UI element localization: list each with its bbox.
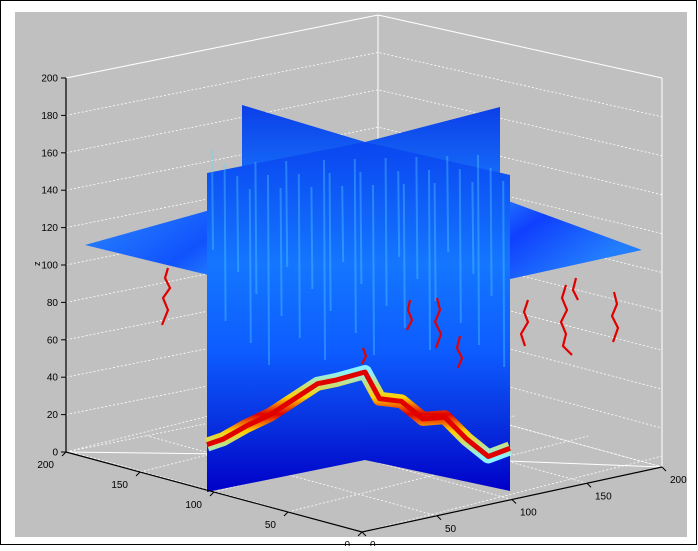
z-tick-label: 120 (41, 223, 58, 234)
z-gridline (65, 126, 663, 196)
x-tick-label: 100 (520, 508, 537, 519)
x-tick-mark (361, 531, 367, 537)
streak (267, 174, 270, 366)
z-tick-label: 200 (41, 74, 58, 85)
streak (297, 173, 301, 339)
streak (341, 185, 345, 263)
streak (323, 159, 326, 361)
y-tick-label: 150 (111, 480, 128, 491)
slice-front-left (207, 142, 365, 492)
z-tick-label: 60 (47, 335, 59, 346)
z-tick-label: 100 (41, 261, 58, 272)
z-tick-label: 40 (47, 373, 59, 384)
z-axis: 0 20 40 60 80 100 120 140 160 180 200 (41, 74, 66, 459)
red-trace (160, 267, 172, 326)
streak (428, 169, 431, 351)
streak (477, 154, 480, 346)
z-axis-label: z (32, 261, 42, 266)
red-trace (361, 347, 368, 365)
streak (279, 187, 283, 317)
y-tick-mark (283, 511, 289, 517)
z-tick-label: 180 (41, 111, 58, 122)
streak (397, 170, 401, 258)
y-tick-mark (135, 471, 141, 477)
z-gridline (65, 89, 663, 157)
x-tick-mark (436, 515, 442, 521)
streak (384, 157, 388, 307)
z-tick-label: 80 (47, 298, 59, 309)
y-tick-label: 100 (185, 500, 202, 511)
streak (254, 161, 258, 295)
z-gridline (65, 164, 663, 234)
z-gridline (65, 51, 663, 118)
streak (415, 156, 419, 280)
red-traces (160, 267, 620, 369)
red-trace (433, 297, 443, 349)
x-tick-mark (511, 499, 517, 504)
streak (353, 158, 357, 334)
streak (310, 186, 314, 290)
x-tick-label: 200 (670, 475, 687, 486)
red-trace (571, 277, 579, 301)
red-trace (519, 299, 530, 347)
streak (433, 182, 437, 302)
z-gridline (65, 276, 663, 351)
red-trace (455, 335, 464, 369)
x-tick-mark (661, 466, 667, 472)
z-tick-label: 160 (41, 148, 58, 159)
streak (458, 168, 462, 324)
z-tick-label: 20 (47, 410, 59, 421)
streak (489, 167, 493, 297)
z-tick-label: 140 (41, 186, 58, 197)
x-tick-label: 50 (445, 524, 457, 535)
streak (223, 162, 227, 322)
z-tick-label: 0 (52, 448, 58, 459)
streak (211, 149, 214, 251)
y-tick-label: 0 (344, 540, 350, 546)
streak (328, 172, 332, 312)
streak (236, 175, 240, 273)
streak (402, 183, 406, 329)
y-tick-mark (209, 491, 215, 497)
red-trace (559, 284, 573, 356)
y-tick-mark (61, 451, 67, 457)
slices (85, 105, 642, 492)
streak (285, 160, 289, 268)
streak (359, 171, 363, 285)
red-trace (610, 291, 620, 343)
x-tick-label: 0 (370, 540, 376, 546)
streak (471, 181, 475, 275)
streak (502, 180, 506, 368)
y-tick-label: 50 (265, 520, 277, 531)
red-trace (406, 299, 414, 331)
x-tick-label: 150 (595, 491, 612, 502)
y-tick-mark (357, 531, 363, 537)
streak (372, 184, 375, 356)
z-gridline (65, 14, 663, 79)
z-gridline (65, 238, 663, 312)
red-band-core (206, 369, 511, 459)
y-tick-label: 200 (37, 460, 54, 471)
streak (446, 155, 450, 253)
vertical-streaks (211, 149, 506, 368)
streak (248, 188, 252, 344)
x-tick-mark (586, 482, 592, 488)
